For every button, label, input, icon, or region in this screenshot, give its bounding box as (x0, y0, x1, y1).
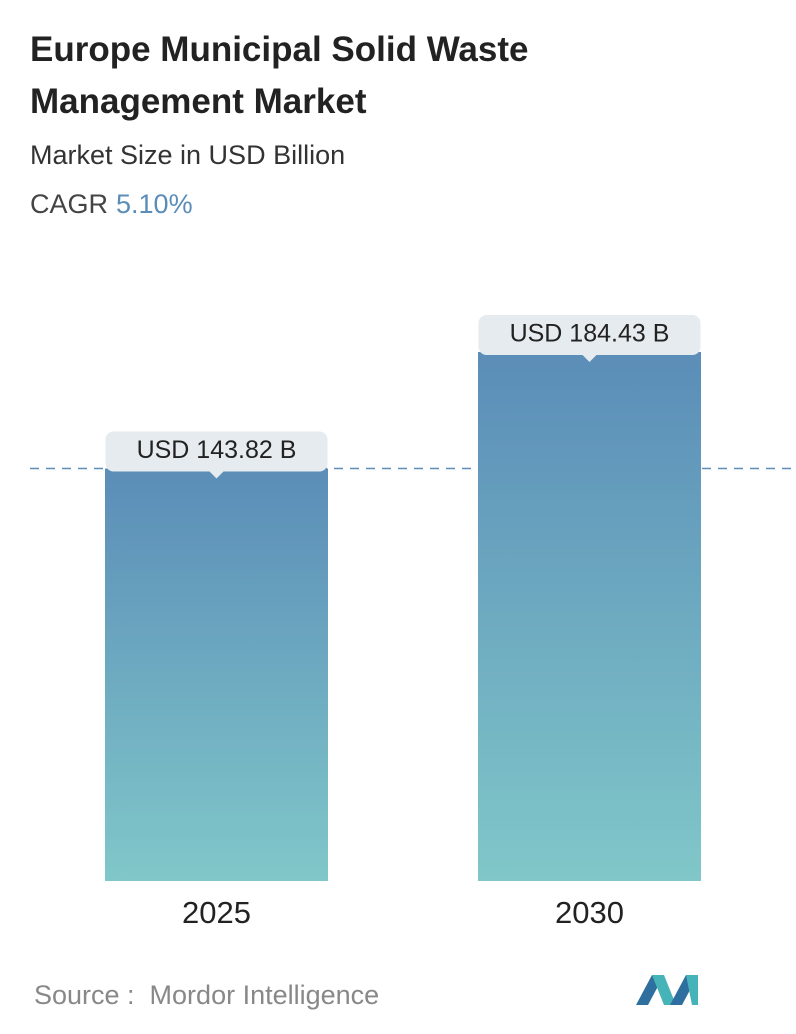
cagr: CAGR 5.10% (30, 189, 193, 220)
value-label-pointer (581, 354, 598, 362)
chart-subtitle: Market Size in USD Billion (30, 140, 346, 170)
value-label: USD 184.43 B (510, 320, 670, 348)
value-label: USD 143.82 B (137, 436, 297, 464)
x-tick-label: 2025 (182, 895, 251, 930)
cagr-label: CAGR (30, 189, 109, 219)
cagr-value: 5.10% (116, 189, 193, 219)
value-label-pointer (208, 470, 225, 479)
value-label-bubble (105, 431, 328, 472)
value-label-bubble (478, 315, 701, 355)
x-tick-label: 2030 (555, 895, 624, 930)
bar (478, 352, 701, 881)
bar (105, 468, 328, 881)
logo (636, 975, 698, 1005)
source: Source : Mordor Intelligence (34, 980, 379, 1010)
chart-title: Europe Municipal Solid Waste Management … (30, 30, 529, 121)
